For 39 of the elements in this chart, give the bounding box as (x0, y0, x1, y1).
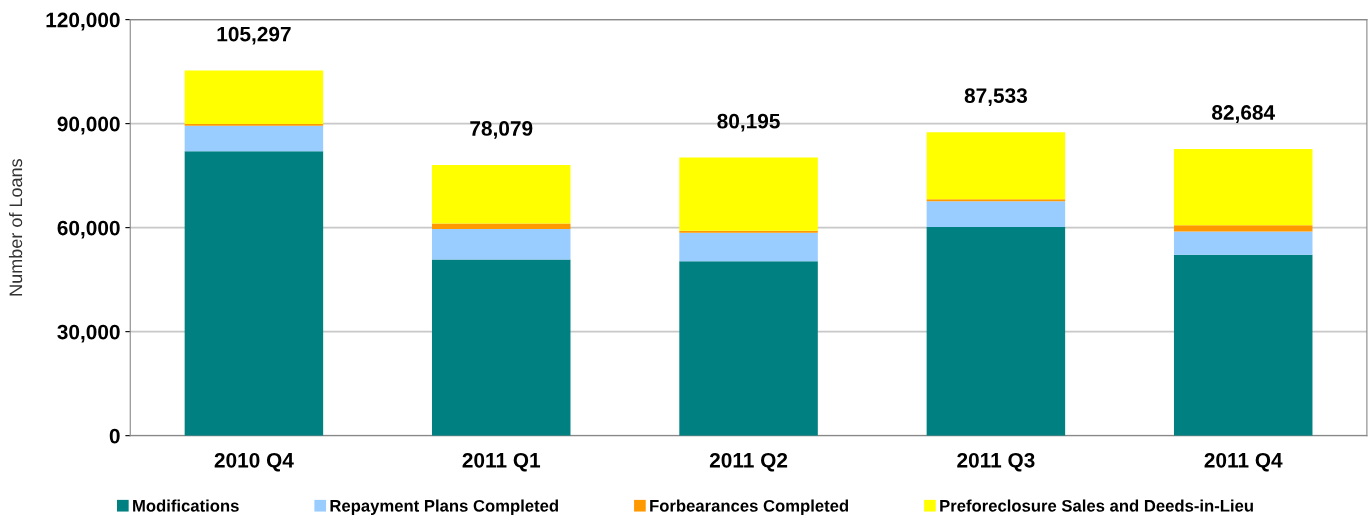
y-tick-label: 90,000 (57, 116, 120, 135)
x-tick-label: 2011 Q3 (957, 452, 1035, 472)
bar (184, 70, 324, 124)
total-label: 105,297 (217, 26, 291, 45)
bar (926, 226, 1066, 436)
bar (431, 164, 571, 224)
bar (679, 232, 818, 262)
bar (1173, 225, 1313, 232)
bar (679, 157, 818, 231)
bar (184, 125, 324, 152)
y-axis-title: Number of Loans (8, 159, 23, 296)
total-label: 80,195 (717, 113, 780, 132)
legend-label: Modifications (133, 499, 239, 512)
total-label: 87,533 (964, 88, 1027, 107)
bar (679, 261, 818, 436)
x-tick-label: 2011 Q4 (1204, 452, 1283, 472)
bar (431, 229, 571, 260)
bar (1173, 254, 1313, 436)
x-tick-label: 2011 Q2 (709, 452, 788, 472)
y-tick-label: 30,000 (57, 324, 120, 343)
y-tick-label: 120,000 (46, 12, 120, 31)
bar (926, 132, 1066, 200)
bar (431, 259, 571, 436)
y-tick-label: 60,000 (57, 220, 120, 239)
bar (1173, 231, 1313, 255)
x-tick-label: 2010 Q4 (214, 452, 294, 472)
total-label: 82,684 (1212, 105, 1275, 123)
bar (431, 223, 571, 230)
bar (184, 151, 324, 436)
legend-label: Preforeclosure Sales and Deeds-in-Lieu (940, 499, 1253, 512)
y-tick-label: 0 (109, 428, 120, 444)
bar (926, 201, 1066, 227)
bar (1173, 148, 1313, 226)
bar (926, 199, 1066, 202)
total-label: 78,079 (470, 121, 533, 139)
legend-label: Forbearances Completed (650, 499, 849, 515)
x-tick-label: 2011 Q1 (462, 452, 541, 472)
legend-label: Repayment Plans Completed (330, 499, 558, 515)
bar (679, 230, 818, 233)
